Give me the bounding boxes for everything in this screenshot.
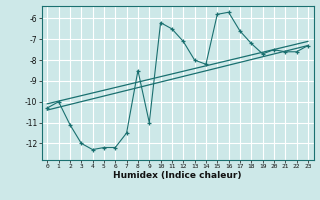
X-axis label: Humidex (Indice chaleur): Humidex (Indice chaleur)	[113, 171, 242, 180]
